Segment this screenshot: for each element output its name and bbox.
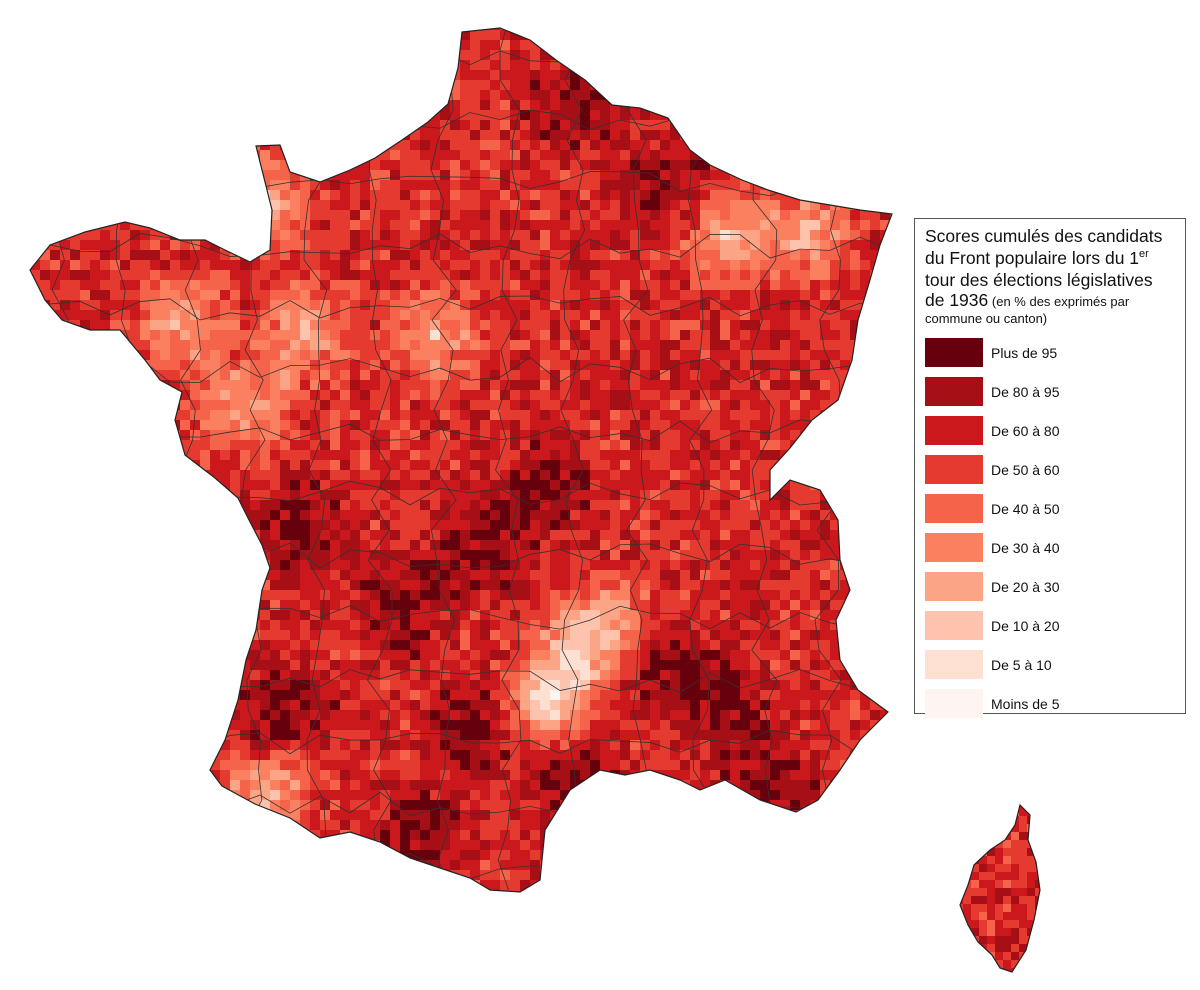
legend-swatch <box>925 689 983 718</box>
legend-swatch <box>925 377 983 406</box>
legend-swatch <box>925 533 983 562</box>
legend-item: Plus de 95 <box>925 333 1177 372</box>
map-legend: Scores cumulés des candidats du Front po… <box>914 218 1186 718</box>
legend-item: De 50 à 60 <box>925 450 1177 489</box>
legend-label: De 20 à 30 <box>991 578 1060 595</box>
legend-item: De 60 à 80 <box>925 411 1177 450</box>
legend-item: De 80 à 95 <box>925 372 1177 411</box>
legend-label: De 80 à 95 <box>991 383 1060 400</box>
legend-swatch <box>925 455 983 484</box>
legend-label: De 5 à 10 <box>991 656 1052 673</box>
legend-label: De 10 à 20 <box>991 617 1060 634</box>
legend-swatch <box>925 611 983 640</box>
legend-label: De 30 à 40 <box>991 539 1060 556</box>
legend-label: Moins de 5 <box>991 695 1060 712</box>
legend-swatch <box>925 416 983 445</box>
legend-item: Moins de 5 <box>925 684 1177 723</box>
legend-swatch <box>925 338 983 367</box>
legend-item: De 20 à 30 <box>925 567 1177 606</box>
legend-swatch <box>925 650 983 679</box>
legend-title: Scores cumulés des candidats du Front po… <box>925 226 1163 290</box>
legend-item: De 30 à 40 <box>925 528 1177 567</box>
legend-items: Plus de 95 De 80 à 95 De 60 à 80 De 50 à 60… <box>925 333 1177 723</box>
legend-item: De 40 à 50 <box>925 489 1177 528</box>
map-corse <box>960 805 1040 972</box>
legend-label: De 40 à 50 <box>991 500 1060 517</box>
legend-item: De 5 à 10 <box>925 645 1177 684</box>
legend-label: De 50 à 60 <box>991 461 1060 478</box>
legend-item: De 10 à 20 <box>925 606 1177 645</box>
legend-subtitle: de 1936 (en % des exprimés par commune o… <box>925 290 1130 326</box>
legend-swatch <box>925 572 983 601</box>
legend-swatch <box>925 494 983 523</box>
legend-label: Plus de 95 <box>991 344 1058 361</box>
map-france-metropolitaine <box>30 28 892 892</box>
legend-label: De 60 à 80 <box>991 422 1060 439</box>
